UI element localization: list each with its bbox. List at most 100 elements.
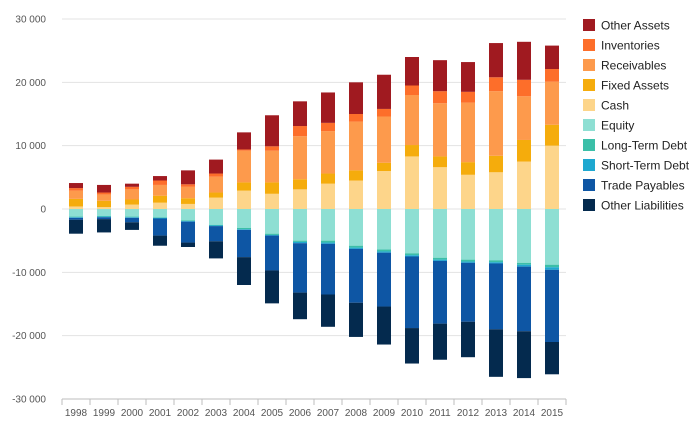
- bar-segment-trade-payables: [181, 221, 195, 243]
- bar-segment-inventories: [237, 149, 251, 151]
- bar-segment-inventories: [489, 77, 503, 92]
- legend-item[interactable]: Short-Term Debt: [583, 159, 690, 173]
- legend-label: Fixed Assets: [601, 79, 669, 93]
- y-tick-label: -30 000: [12, 395, 46, 406]
- bar-segment-trade-payables: [237, 229, 251, 258]
- bar-segment-other-assets: [517, 41, 531, 80]
- bar-segment-long-term-debt: [377, 249, 391, 252]
- bar-segment-other-assets: [181, 170, 195, 185]
- bar-segment-other-liabilities: [321, 294, 335, 327]
- bar-segment-long-term-debt: [265, 233, 279, 235]
- bar-segment-cash: [433, 167, 447, 209]
- bar-segment-other-liabilities: [69, 219, 83, 234]
- legend-swatch: [583, 39, 595, 51]
- bar-segment-inventories: [321, 122, 335, 132]
- axes: 30 000 20 000 10 000 0 -10 000 -20 000 -30 000…: [12, 15, 567, 419]
- bar-segment-short-term-debt: [433, 259, 447, 261]
- bar-segment-inventories: [405, 85, 419, 95]
- bar-segment-cash: [293, 189, 307, 209]
- y-tick-label: 20 000: [15, 78, 46, 89]
- bar-segment-other-liabilities: [517, 331, 531, 379]
- bar-segment-short-term-debt: [97, 216, 111, 218]
- bar-segment-other-liabilities: [349, 302, 363, 337]
- bar-segment-inventories: [209, 173, 223, 177]
- bar-segment-receivables: [489, 91, 503, 156]
- bar-segment-other-assets: [97, 184, 111, 193]
- bar-segment-trade-payables: [433, 260, 447, 324]
- bar-segment-other-liabilities: [433, 323, 447, 360]
- bar-segment-other-assets: [209, 159, 223, 174]
- y-tick-label: -10 000: [12, 268, 46, 279]
- bar-segment-long-term-debt: [181, 220, 195, 222]
- bar-segment-cash: [209, 197, 223, 209]
- legend-item[interactable]: Other Assets: [583, 19, 670, 33]
- bar-segment-short-term-debt: [461, 261, 475, 263]
- bar-segment-other-assets: [293, 101, 307, 127]
- bar-segment-inventories: [545, 69, 559, 82]
- bar-segment-long-term-debt: [461, 259, 475, 262]
- bar-segment-other-liabilities: [153, 235, 167, 246]
- legend-swatch: [583, 59, 595, 71]
- bar-segment-trade-payables: [517, 266, 531, 332]
- x-tick-label: 2000: [121, 408, 144, 419]
- bar-segment-short-term-debt: [321, 242, 335, 244]
- bar-segment-cash: [69, 206, 83, 209]
- bar-segment-cash: [489, 172, 503, 209]
- legend-item[interactable]: Cash: [583, 99, 629, 113]
- legend-item[interactable]: Fixed Assets: [583, 79, 669, 93]
- bar-segment-short-term-debt: [293, 241, 307, 244]
- bar-segment-cash: [405, 156, 419, 209]
- bar-segment-receivables: [461, 102, 475, 163]
- bar-segment-other-liabilities: [125, 222, 139, 230]
- legend-swatch: [583, 19, 595, 31]
- bar-segment-inventories: [433, 91, 447, 104]
- bar-segment-receivables: [545, 81, 559, 125]
- bar-segment-trade-payables: [69, 217, 83, 220]
- bar-segment-equity: [265, 209, 279, 234]
- bar-segment-receivables: [405, 95, 419, 146]
- bar-segment-cash: [517, 161, 531, 209]
- bar-segment-inventories: [293, 126, 307, 137]
- bar-segment-long-term-debt: [545, 264, 559, 268]
- legend-item[interactable]: Equity: [583, 119, 634, 133]
- bar-segment-short-term-debt: [377, 251, 391, 253]
- x-tick-label: 2005: [261, 408, 284, 419]
- bar-segment-short-term-debt: [517, 264, 531, 267]
- bar-segment-fixed-assets: [321, 173, 335, 184]
- bar-segment-fixed-assets: [293, 179, 307, 190]
- bar-segment-receivables: [153, 184, 167, 196]
- bar-segment-cash: [321, 183, 335, 209]
- bar-segment-other-assets: [153, 176, 167, 181]
- bar-segment-other-liabilities: [489, 329, 503, 377]
- bar-segment-equity: [489, 209, 503, 261]
- bar-segment-other-assets: [489, 43, 503, 78]
- bar-segment-cash: [349, 180, 363, 209]
- y-tick-label: -20 000: [12, 331, 46, 342]
- bar-segment-equity: [209, 209, 223, 225]
- bar-segment-other-assets: [405, 57, 419, 86]
- legend-item[interactable]: Inventories: [583, 39, 660, 53]
- bar-segment-cash: [461, 174, 475, 209]
- bar-segment-trade-payables: [405, 256, 419, 329]
- bar-segment-cash: [97, 207, 111, 209]
- bar-segment-equity: [461, 209, 475, 260]
- bar-segment-short-term-debt: [237, 229, 251, 230]
- bar-segment-inventories: [517, 79, 531, 97]
- legend-item[interactable]: Long-Term Debt: [583, 139, 688, 153]
- bar-segment-other-liabilities: [181, 242, 195, 247]
- legend-item[interactable]: Trade Payables: [583, 179, 685, 193]
- bar-segment-equity: [405, 209, 419, 254]
- bar-segment-other-assets: [125, 183, 139, 187]
- bar-segment-other-liabilities: [461, 321, 475, 358]
- bar-segment-trade-payables: [265, 235, 279, 271]
- bar-segment-inventories: [377, 108, 391, 117]
- legend-label: Other Liabilities: [601, 199, 684, 213]
- bar-segment-other-assets: [265, 115, 279, 147]
- legend-item[interactable]: Other Liabilities: [583, 199, 684, 213]
- bar-segment-other-assets: [545, 45, 559, 70]
- legend-label: Long-Term Debt: [601, 139, 688, 153]
- bar-segment-trade-payables: [461, 262, 475, 322]
- legend-label: Cash: [601, 99, 629, 113]
- bar-segment-short-term-debt: [181, 221, 195, 222]
- legend-item[interactable]: Receivables: [583, 59, 666, 73]
